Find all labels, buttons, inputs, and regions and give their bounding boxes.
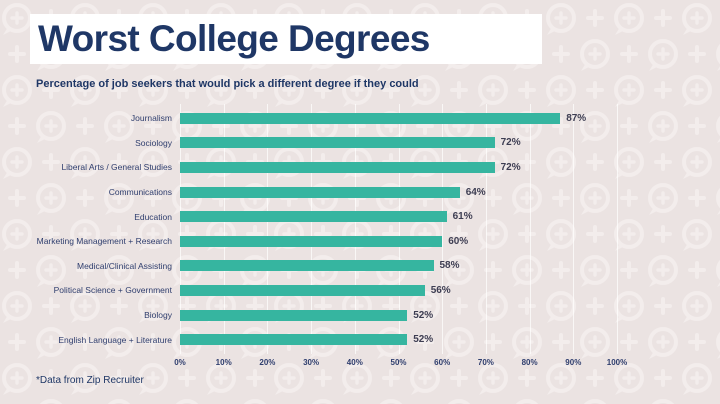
gridline: [442, 104, 444, 354]
bar: [180, 186, 460, 198]
category-label: Education: [134, 211, 172, 222]
category-label: Journalism: [130, 113, 172, 124]
x-axis-tick: 60%: [434, 358, 451, 367]
gridline: [267, 104, 269, 354]
bar-plot-area: 87%: [180, 106, 720, 131]
bar-plot-area: 52%: [180, 303, 720, 328]
category-label: Liberal Arts / General Studies: [61, 162, 172, 173]
gridline: [311, 104, 313, 354]
chart-row: Medical/Clinical Assisting 58%: [0, 254, 720, 279]
x-axis-tick: 80%: [521, 358, 538, 367]
gridline: [529, 104, 531, 354]
gridline: [223, 104, 225, 354]
x-axis: 0% 10% 20% 30% 40% 50% 60% 70% 80% 90% 100%: [174, 358, 627, 372]
bar-plot-area: 58%: [180, 254, 720, 279]
value-label: 60%: [448, 235, 469, 247]
x-axis-tick: 10%: [215, 358, 232, 367]
bar: [180, 309, 408, 321]
bar-plot-area: 56%: [180, 278, 720, 303]
x-axis-tick: 40%: [346, 358, 363, 367]
source-footnote: *Data from Zip Recruiter: [36, 375, 144, 386]
gridline: [354, 104, 356, 354]
bar: [180, 235, 443, 247]
page-title: Worst College Degrees: [38, 18, 430, 59]
category-label: Biology: [144, 310, 172, 321]
value-label: 58%: [439, 260, 460, 272]
x-axis-tick: 70%: [477, 358, 494, 367]
chart-row: Liberal Arts / General Studies 72%: [0, 155, 720, 180]
value-label: 61%: [452, 211, 473, 223]
gridlines: [180, 104, 618, 354]
category-label: Medical/Clinical Assisting: [77, 260, 172, 271]
chart-row: Communications 64%: [0, 180, 720, 205]
value-label: 52%: [413, 334, 434, 346]
gridline: [180, 104, 181, 354]
bar-plot-area: 60%: [180, 229, 720, 254]
value-label: 72%: [500, 161, 521, 173]
bar-plot-area: 64%: [180, 180, 720, 205]
bar-plot-area: 61%: [180, 204, 720, 229]
category-label: English Language + Literature: [58, 334, 172, 345]
title-band: Worst College Degrees: [30, 14, 542, 64]
gridline: [573, 104, 575, 354]
bar: [180, 334, 408, 346]
x-axis-tick: 90%: [565, 358, 582, 367]
value-label: 56%: [430, 284, 451, 296]
chart-rows: Journalism 87% Sociology 72% Liberal Arts / …: [0, 106, 720, 352]
bar-plot-area: 72%: [180, 155, 720, 180]
value-label: 87%: [566, 112, 587, 124]
x-axis-tick: 30%: [303, 358, 320, 367]
gridline: [485, 104, 487, 354]
category-label: Marketing Management + Research: [36, 236, 172, 247]
x-axis-tick: 20%: [259, 358, 276, 367]
x-axis-tick: 0%: [174, 358, 186, 367]
category-label: Sociology: [135, 137, 172, 148]
bar: [180, 211, 447, 223]
gridline: [398, 104, 400, 354]
bar-plot-area: 52%: [180, 327, 720, 352]
value-label: 52%: [413, 309, 434, 321]
bar: [180, 112, 561, 124]
x-axis-tick: 100%: [606, 358, 628, 367]
bar: [180, 137, 495, 149]
chart-row: English Language + Literature 52%: [0, 327, 720, 352]
value-label: 72%: [500, 137, 521, 149]
bar: [180, 161, 495, 173]
bar-chart: Journalism 87% Sociology 72% Liberal Arts / …: [0, 104, 720, 376]
chart-row: Education 61%: [0, 204, 720, 229]
category-label: Political Science + Government: [53, 285, 172, 296]
chart-subtitle: Percentage of job seekers that would pic…: [36, 78, 419, 90]
gridline: [617, 104, 618, 354]
chart-row: Marketing Management + Research 60%: [0, 229, 720, 254]
bar: [180, 284, 425, 296]
x-axis-tick: 50%: [390, 358, 407, 367]
chart-row: Journalism 87%: [0, 106, 720, 131]
category-label: Communications: [108, 187, 172, 198]
chart-row: Political Science + Government 56%: [0, 278, 720, 303]
chart-row: Biology 52%: [0, 303, 720, 328]
bar-plot-area: 72%: [180, 131, 720, 156]
chart-row: Sociology 72%: [0, 131, 720, 156]
bar: [180, 260, 434, 272]
value-label: 64%: [465, 186, 486, 198]
